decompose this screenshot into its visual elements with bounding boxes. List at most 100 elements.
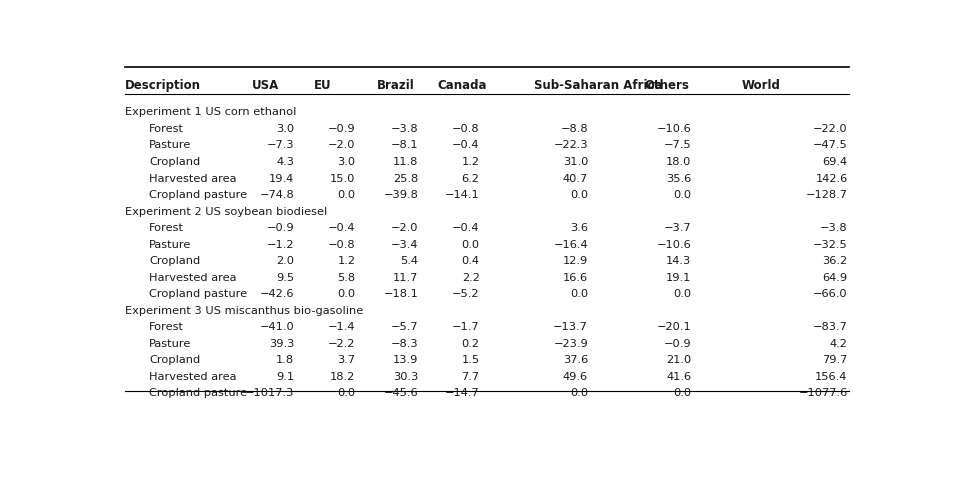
Text: 18.2: 18.2 [330, 372, 355, 382]
Text: Pasture: Pasture [149, 240, 191, 250]
Text: 9.1: 9.1 [276, 372, 294, 382]
Text: −7.3: −7.3 [266, 141, 294, 150]
Text: −0.9: −0.9 [328, 124, 355, 134]
Text: Sub-Saharan Africa: Sub-Saharan Africa [535, 79, 663, 92]
Text: −10.6: −10.6 [656, 240, 691, 250]
Text: 0.0: 0.0 [674, 289, 691, 299]
Text: 7.7: 7.7 [461, 372, 480, 382]
Text: 11.8: 11.8 [393, 157, 418, 167]
Text: −0.4: −0.4 [328, 223, 355, 233]
Text: −2.2: −2.2 [328, 339, 355, 349]
Text: Cropland pasture: Cropland pasture [149, 190, 247, 200]
Text: 0.0: 0.0 [570, 190, 588, 200]
Text: 41.6: 41.6 [666, 372, 691, 382]
Text: 0.0: 0.0 [674, 190, 691, 200]
Text: −1077.6: −1077.6 [798, 388, 847, 399]
Text: USA: USA [252, 79, 279, 92]
Text: −8.3: −8.3 [391, 339, 418, 349]
Text: −0.4: −0.4 [453, 141, 480, 150]
Text: −0.4: −0.4 [453, 223, 480, 233]
Text: 0.0: 0.0 [570, 388, 588, 399]
Text: −128.7: −128.7 [806, 190, 847, 200]
Text: 0.2: 0.2 [461, 339, 480, 349]
Text: −8.1: −8.1 [391, 141, 418, 150]
Text: −83.7: −83.7 [813, 323, 847, 332]
Text: 3.0: 3.0 [338, 157, 355, 167]
Text: Harvested area: Harvested area [149, 174, 236, 183]
Text: −13.7: −13.7 [553, 323, 588, 332]
Text: Cropland: Cropland [149, 157, 201, 167]
Text: −1017.3: −1017.3 [245, 388, 294, 399]
Text: −14.1: −14.1 [445, 190, 480, 200]
Text: 0.0: 0.0 [674, 388, 691, 399]
Text: −5.2: −5.2 [453, 289, 480, 299]
Text: 2.2: 2.2 [461, 273, 480, 283]
Text: Forest: Forest [149, 323, 184, 332]
Text: Brazil: Brazil [376, 79, 414, 92]
Text: −45.6: −45.6 [384, 388, 418, 399]
Text: 21.0: 21.0 [666, 355, 691, 366]
Text: −22.0: −22.0 [813, 124, 847, 134]
Text: EU: EU [314, 79, 331, 92]
Text: Description: Description [125, 79, 201, 92]
Text: 142.6: 142.6 [815, 174, 847, 183]
Text: 19.4: 19.4 [269, 174, 294, 183]
Text: World: World [741, 79, 781, 92]
Text: −42.6: −42.6 [260, 289, 294, 299]
Text: −1.4: −1.4 [328, 323, 355, 332]
Text: 18.0: 18.0 [666, 157, 691, 167]
Text: −2.0: −2.0 [391, 223, 418, 233]
Text: 0.4: 0.4 [461, 256, 480, 266]
Text: 69.4: 69.4 [822, 157, 847, 167]
Text: 13.9: 13.9 [393, 355, 418, 366]
Text: Others: Others [644, 79, 689, 92]
Text: 1.8: 1.8 [276, 355, 294, 366]
Text: 4.2: 4.2 [830, 339, 847, 349]
Text: 2.0: 2.0 [276, 256, 294, 266]
Text: −3.8: −3.8 [820, 223, 847, 233]
Text: Experiment 2 US soybean biodiesel: Experiment 2 US soybean biodiesel [125, 206, 327, 217]
Text: 25.8: 25.8 [393, 174, 418, 183]
Text: 16.6: 16.6 [563, 273, 588, 283]
Text: −3.7: −3.7 [664, 223, 691, 233]
Text: 3.0: 3.0 [276, 124, 294, 134]
Text: −14.7: −14.7 [445, 388, 480, 399]
Text: 156.4: 156.4 [815, 372, 847, 382]
Text: −0.8: −0.8 [452, 124, 480, 134]
Text: −32.5: −32.5 [813, 240, 847, 250]
Text: −47.5: −47.5 [813, 141, 847, 150]
Text: Forest: Forest [149, 223, 184, 233]
Text: −41.0: −41.0 [260, 323, 294, 332]
Text: −8.8: −8.8 [561, 124, 588, 134]
Text: Harvested area: Harvested area [149, 372, 236, 382]
Text: 1.2: 1.2 [338, 256, 355, 266]
Text: Cropland pasture: Cropland pasture [149, 388, 247, 399]
Text: Forest: Forest [149, 124, 184, 134]
Text: Canada: Canada [438, 79, 487, 92]
Text: −3.4: −3.4 [391, 240, 418, 250]
Text: 79.7: 79.7 [822, 355, 847, 366]
Text: 0.0: 0.0 [338, 289, 355, 299]
Text: 9.5: 9.5 [276, 273, 294, 283]
Text: 0.0: 0.0 [570, 289, 588, 299]
Text: 5.4: 5.4 [400, 256, 418, 266]
Text: 36.2: 36.2 [822, 256, 847, 266]
Text: 37.6: 37.6 [563, 355, 588, 366]
Text: 31.0: 31.0 [563, 157, 588, 167]
Text: Pasture: Pasture [149, 141, 191, 150]
Text: 39.3: 39.3 [269, 339, 294, 349]
Text: −20.1: −20.1 [656, 323, 691, 332]
Text: 0.0: 0.0 [338, 190, 355, 200]
Text: −66.0: −66.0 [813, 289, 847, 299]
Text: 1.2: 1.2 [461, 157, 480, 167]
Text: 0.0: 0.0 [338, 388, 355, 399]
Text: 5.8: 5.8 [338, 273, 355, 283]
Text: −22.3: −22.3 [553, 141, 588, 150]
Text: Cropland: Cropland [149, 256, 201, 266]
Text: 49.6: 49.6 [563, 372, 588, 382]
Text: −0.9: −0.9 [266, 223, 294, 233]
Text: 12.9: 12.9 [563, 256, 588, 266]
Text: Cropland pasture: Cropland pasture [149, 289, 247, 299]
Text: Experiment 3 US miscanthus bio-gasoline: Experiment 3 US miscanthus bio-gasoline [125, 306, 364, 316]
Text: 35.6: 35.6 [666, 174, 691, 183]
